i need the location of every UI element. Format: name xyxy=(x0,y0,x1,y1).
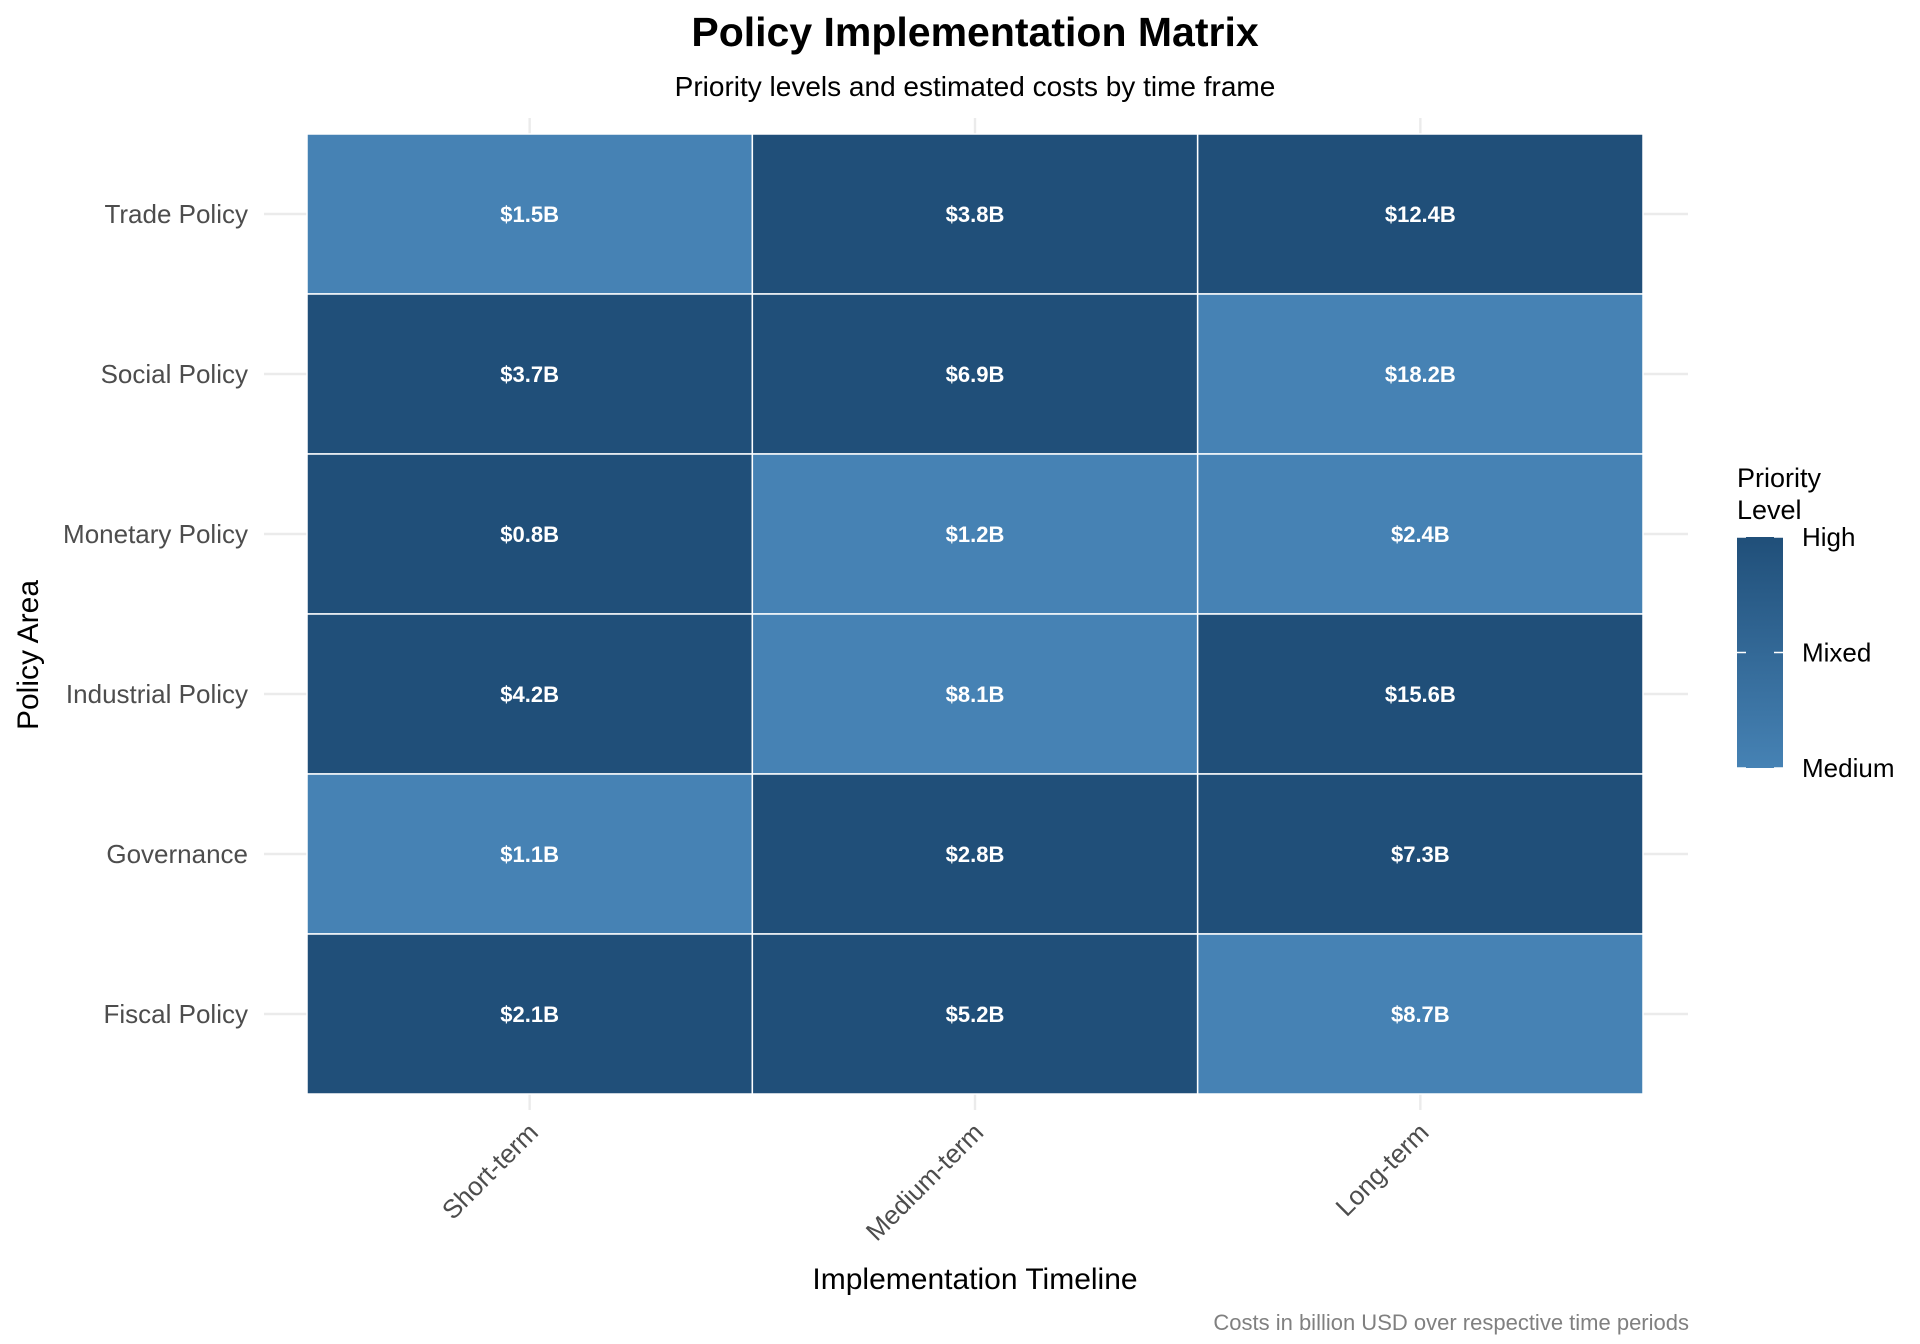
cell-label-monetary-policy-medium-term: $1.2B xyxy=(946,522,1005,547)
cell-label-industrial-policy-short-term: $4.2B xyxy=(500,682,559,707)
legend-label-mixed: Mixed xyxy=(1802,638,1871,668)
cell-label-fiscal-policy-medium-term: $5.2B xyxy=(946,1002,1005,1027)
cell-label-industrial-policy-medium-term: $8.1B xyxy=(946,682,1005,707)
cell-industrial-policy-long-term xyxy=(1196,613,1644,775)
cell-industrial-policy-medium-term xyxy=(751,613,1199,775)
legend-title-line-2: Level xyxy=(1737,495,1802,525)
cell-label-trade-policy-medium-term: $3.8B xyxy=(946,202,1005,227)
y-tick-industrial-policy: Industrial Policy xyxy=(66,679,248,709)
y-tick-fiscal-policy: Fiscal Policy xyxy=(104,999,248,1029)
cell-monetary-policy-long-term xyxy=(1196,453,1644,615)
y-tick-governance: Governance xyxy=(106,839,248,869)
y-tick-social-policy: Social Policy xyxy=(101,359,248,389)
legend-title: Priority Level xyxy=(1737,463,1829,525)
cell-fiscal-policy-medium-term xyxy=(751,933,1199,1095)
cell-labels: $1.5B $3.8B $12.4B $3.7B $6.9B $18.2B $0.8B $1.… xyxy=(500,202,1456,1027)
cell-label-fiscal-policy-short-term: $2.1B xyxy=(500,1002,559,1027)
x-tick-medium-term: Medium-term xyxy=(860,1117,989,1247)
x-axis-ticks: Short-term Medium-term Long-term xyxy=(436,1117,1435,1247)
cell-label-monetary-policy-short-term: $0.8B xyxy=(500,522,559,547)
cell-label-social-policy-short-term: $3.7B xyxy=(500,362,559,387)
cell-industrial-policy-short-term xyxy=(306,613,754,775)
cell-label-monetary-policy-long-term: $2.4B xyxy=(1391,522,1450,547)
cell-monetary-policy-short-term xyxy=(306,453,754,615)
legend-label-high: High xyxy=(1802,522,1855,552)
cell-governance-short-term xyxy=(306,773,754,935)
cell-label-governance-long-term: $7.3B xyxy=(1391,842,1450,867)
cell-fiscal-policy-long-term xyxy=(1196,933,1644,1095)
cell-governance-long-term xyxy=(1196,773,1644,935)
x-axis-title: Implementation Timeline xyxy=(812,1263,1137,1296)
priority-legend: Priority Level High Mixed Medium xyxy=(1737,463,1894,783)
y-tick-monetary-policy: Monetary Policy xyxy=(63,519,248,549)
chart-subtitle: Priority levels and estimated costs by t… xyxy=(675,71,1276,102)
x-tick-long-term: Long-term xyxy=(1330,1117,1435,1222)
y-axis-ticks: Trade Policy Social Policy Monetary Policy… xyxy=(63,199,248,1029)
legend-title-line-1: Priority xyxy=(1737,463,1822,493)
y-axis-title: Policy Area xyxy=(12,580,45,730)
cell-label-industrial-policy-long-term: $15.6B xyxy=(1385,682,1456,707)
cell-label-trade-policy-long-term: $12.4B xyxy=(1385,202,1456,227)
cell-label-governance-medium-term: $2.8B xyxy=(946,842,1005,867)
cell-label-governance-short-term: $1.1B xyxy=(500,842,559,867)
heatmap-cells xyxy=(306,133,1644,1095)
cell-label-fiscal-policy-long-term: $8.7B xyxy=(1391,1002,1450,1027)
y-tick-trade-policy: Trade Policy xyxy=(104,199,248,229)
cell-social-policy-long-term xyxy=(1196,293,1644,455)
cell-governance-medium-term xyxy=(751,773,1199,935)
cell-label-social-policy-long-term: $18.2B xyxy=(1385,362,1456,387)
legend-labels: High Mixed Medium xyxy=(1802,522,1894,783)
chart-title: Policy Implementation Matrix xyxy=(691,9,1258,55)
legend-label-medium: Medium xyxy=(1802,753,1894,783)
cell-monetary-policy-medium-term xyxy=(751,453,1199,615)
chart-caption: Costs in billion USD over respective tim… xyxy=(1213,1310,1689,1335)
cell-label-social-policy-medium-term: $6.9B xyxy=(946,362,1005,387)
cell-fiscal-policy-short-term xyxy=(306,933,754,1095)
x-tick-short-term: Short-term xyxy=(436,1117,544,1225)
legend-ticks xyxy=(1737,536,1783,769)
cell-label-trade-policy-short-term: $1.5B xyxy=(500,202,559,227)
